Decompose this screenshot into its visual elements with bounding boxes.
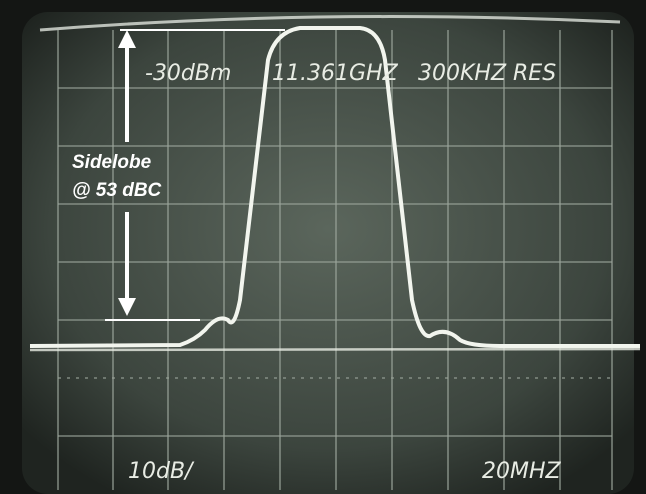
analyzer-photo: -30dBm 11.361GHZ 300KHZ RES Sidelobe @ 5… [0, 0, 646, 494]
annotation-line-1: Sidelobe [72, 152, 152, 173]
vertical-scale: 10dB/ [128, 459, 195, 484]
reference-level: -30dBm [145, 61, 231, 86]
center-frequency: 11.361GHZ [272, 61, 399, 86]
resolution-bandwidth: 300KHZ RES [418, 61, 556, 86]
annotation-line-2: @ 53 dBC [72, 180, 162, 201]
noise-floor [30, 349, 640, 350]
frequency-span: 20MHZ [482, 459, 562, 484]
